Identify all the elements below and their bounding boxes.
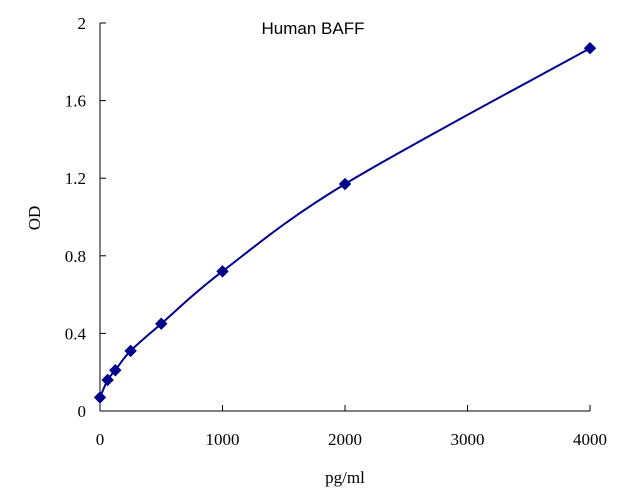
data-point xyxy=(216,265,229,278)
y-tick-label: 0.8 xyxy=(65,247,86,266)
x-axis-label: pg/ml xyxy=(325,468,365,487)
y-tick-label: 0 xyxy=(78,402,87,421)
x-tick-label: 2000 xyxy=(328,430,362,449)
axes xyxy=(99,23,590,412)
fit-curve xyxy=(99,47,591,398)
plot-area xyxy=(93,42,597,404)
x-tick-label: 3000 xyxy=(451,430,485,449)
data-point xyxy=(338,177,352,191)
y-tick-label: 1.6 xyxy=(65,92,86,111)
y-tick-label: 0.4 xyxy=(65,324,87,343)
data-point xyxy=(109,364,122,377)
y-tick-label: 2 xyxy=(78,14,87,33)
data-point xyxy=(101,373,114,387)
data-point xyxy=(583,42,597,55)
x-tick-label: 4000 xyxy=(573,430,607,449)
axis-ticks: 0 0.4 0.8 1.2 1.6 2 0 1000 2000 3000 4000 xyxy=(65,14,607,449)
y-axis-label: OD xyxy=(25,206,44,231)
data-point xyxy=(124,344,137,358)
data-point xyxy=(155,317,168,330)
y-tick-label: 1.2 xyxy=(65,169,86,188)
x-tick-label: 1000 xyxy=(206,430,240,449)
data-point xyxy=(93,391,107,404)
x-tick-label: 0 xyxy=(96,430,105,449)
chart-title: Human BAFF xyxy=(262,19,365,38)
